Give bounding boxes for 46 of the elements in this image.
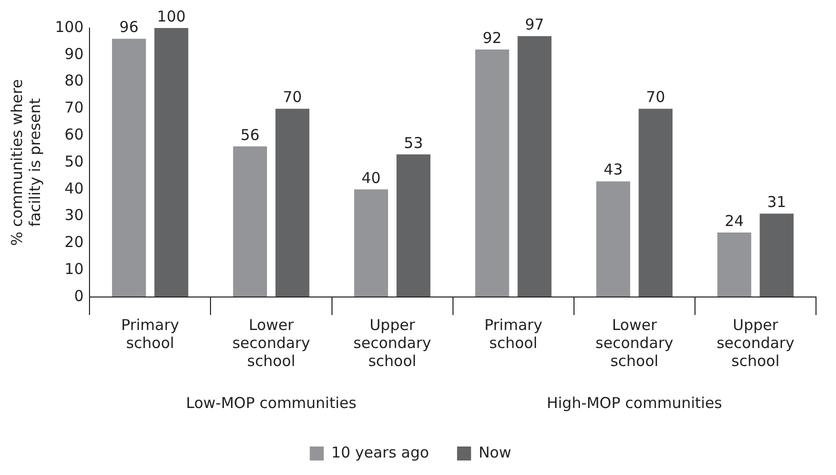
y-tick-label: 20 bbox=[64, 233, 84, 252]
data-label: 56 bbox=[240, 126, 260, 144]
bar bbox=[638, 108, 673, 296]
bar bbox=[233, 146, 267, 296]
legend-label: Now bbox=[478, 443, 512, 462]
data-label: 31 bbox=[767, 193, 786, 211]
bar bbox=[760, 214, 794, 296]
x-tick-label: Lower secondary school bbox=[596, 316, 674, 370]
data-label: 96 bbox=[119, 18, 139, 36]
bar bbox=[354, 189, 388, 296]
y-tick-label: 30 bbox=[64, 206, 84, 224]
data-label: 43 bbox=[604, 160, 623, 179]
data-label: 92 bbox=[482, 28, 502, 47]
bar bbox=[396, 154, 430, 296]
x-tick-label: Upper secondary school bbox=[353, 316, 432, 370]
x-tick-label: Lower secondary school bbox=[232, 316, 310, 370]
x-tick-label: Primary school bbox=[484, 316, 542, 352]
y-tick-label: 100 bbox=[54, 18, 84, 36]
y-tick-label: 50 bbox=[64, 152, 84, 170]
bar bbox=[112, 38, 146, 296]
y-tick-label: 80 bbox=[64, 72, 84, 90]
y-tick-label: 60 bbox=[64, 125, 84, 144]
bar bbox=[475, 50, 510, 296]
x-tick-label: Upper secondary school bbox=[716, 316, 794, 370]
bar bbox=[154, 28, 188, 296]
data-label: 24 bbox=[724, 212, 744, 230]
y-tick-label: 10 bbox=[64, 260, 84, 278]
data-label: 100 bbox=[157, 7, 186, 26]
y-axis-title: % communities where facility is present bbox=[8, 79, 44, 246]
y-tick-label: 40 bbox=[64, 179, 84, 198]
y-tick-label: 90 bbox=[64, 44, 84, 63]
bar bbox=[275, 108, 310, 296]
y-tick-label: 70 bbox=[64, 98, 84, 117]
x-tick-label: Primary school bbox=[121, 316, 180, 352]
legend-label: 10 years ago bbox=[331, 443, 430, 462]
text: High-MOP communities bbox=[546, 394, 722, 412]
data-label: 70 bbox=[646, 88, 666, 106]
text: Low-MOP communities bbox=[186, 394, 357, 412]
data-label: 70 bbox=[282, 88, 302, 106]
data-label: 97 bbox=[524, 15, 544, 34]
data-label: 53 bbox=[404, 134, 424, 152]
bar bbox=[717, 232, 752, 296]
bar bbox=[518, 36, 552, 296]
data-label: 40 bbox=[362, 168, 381, 187]
bar bbox=[596, 181, 630, 296]
y-tick-label: 0 bbox=[74, 286, 84, 305]
